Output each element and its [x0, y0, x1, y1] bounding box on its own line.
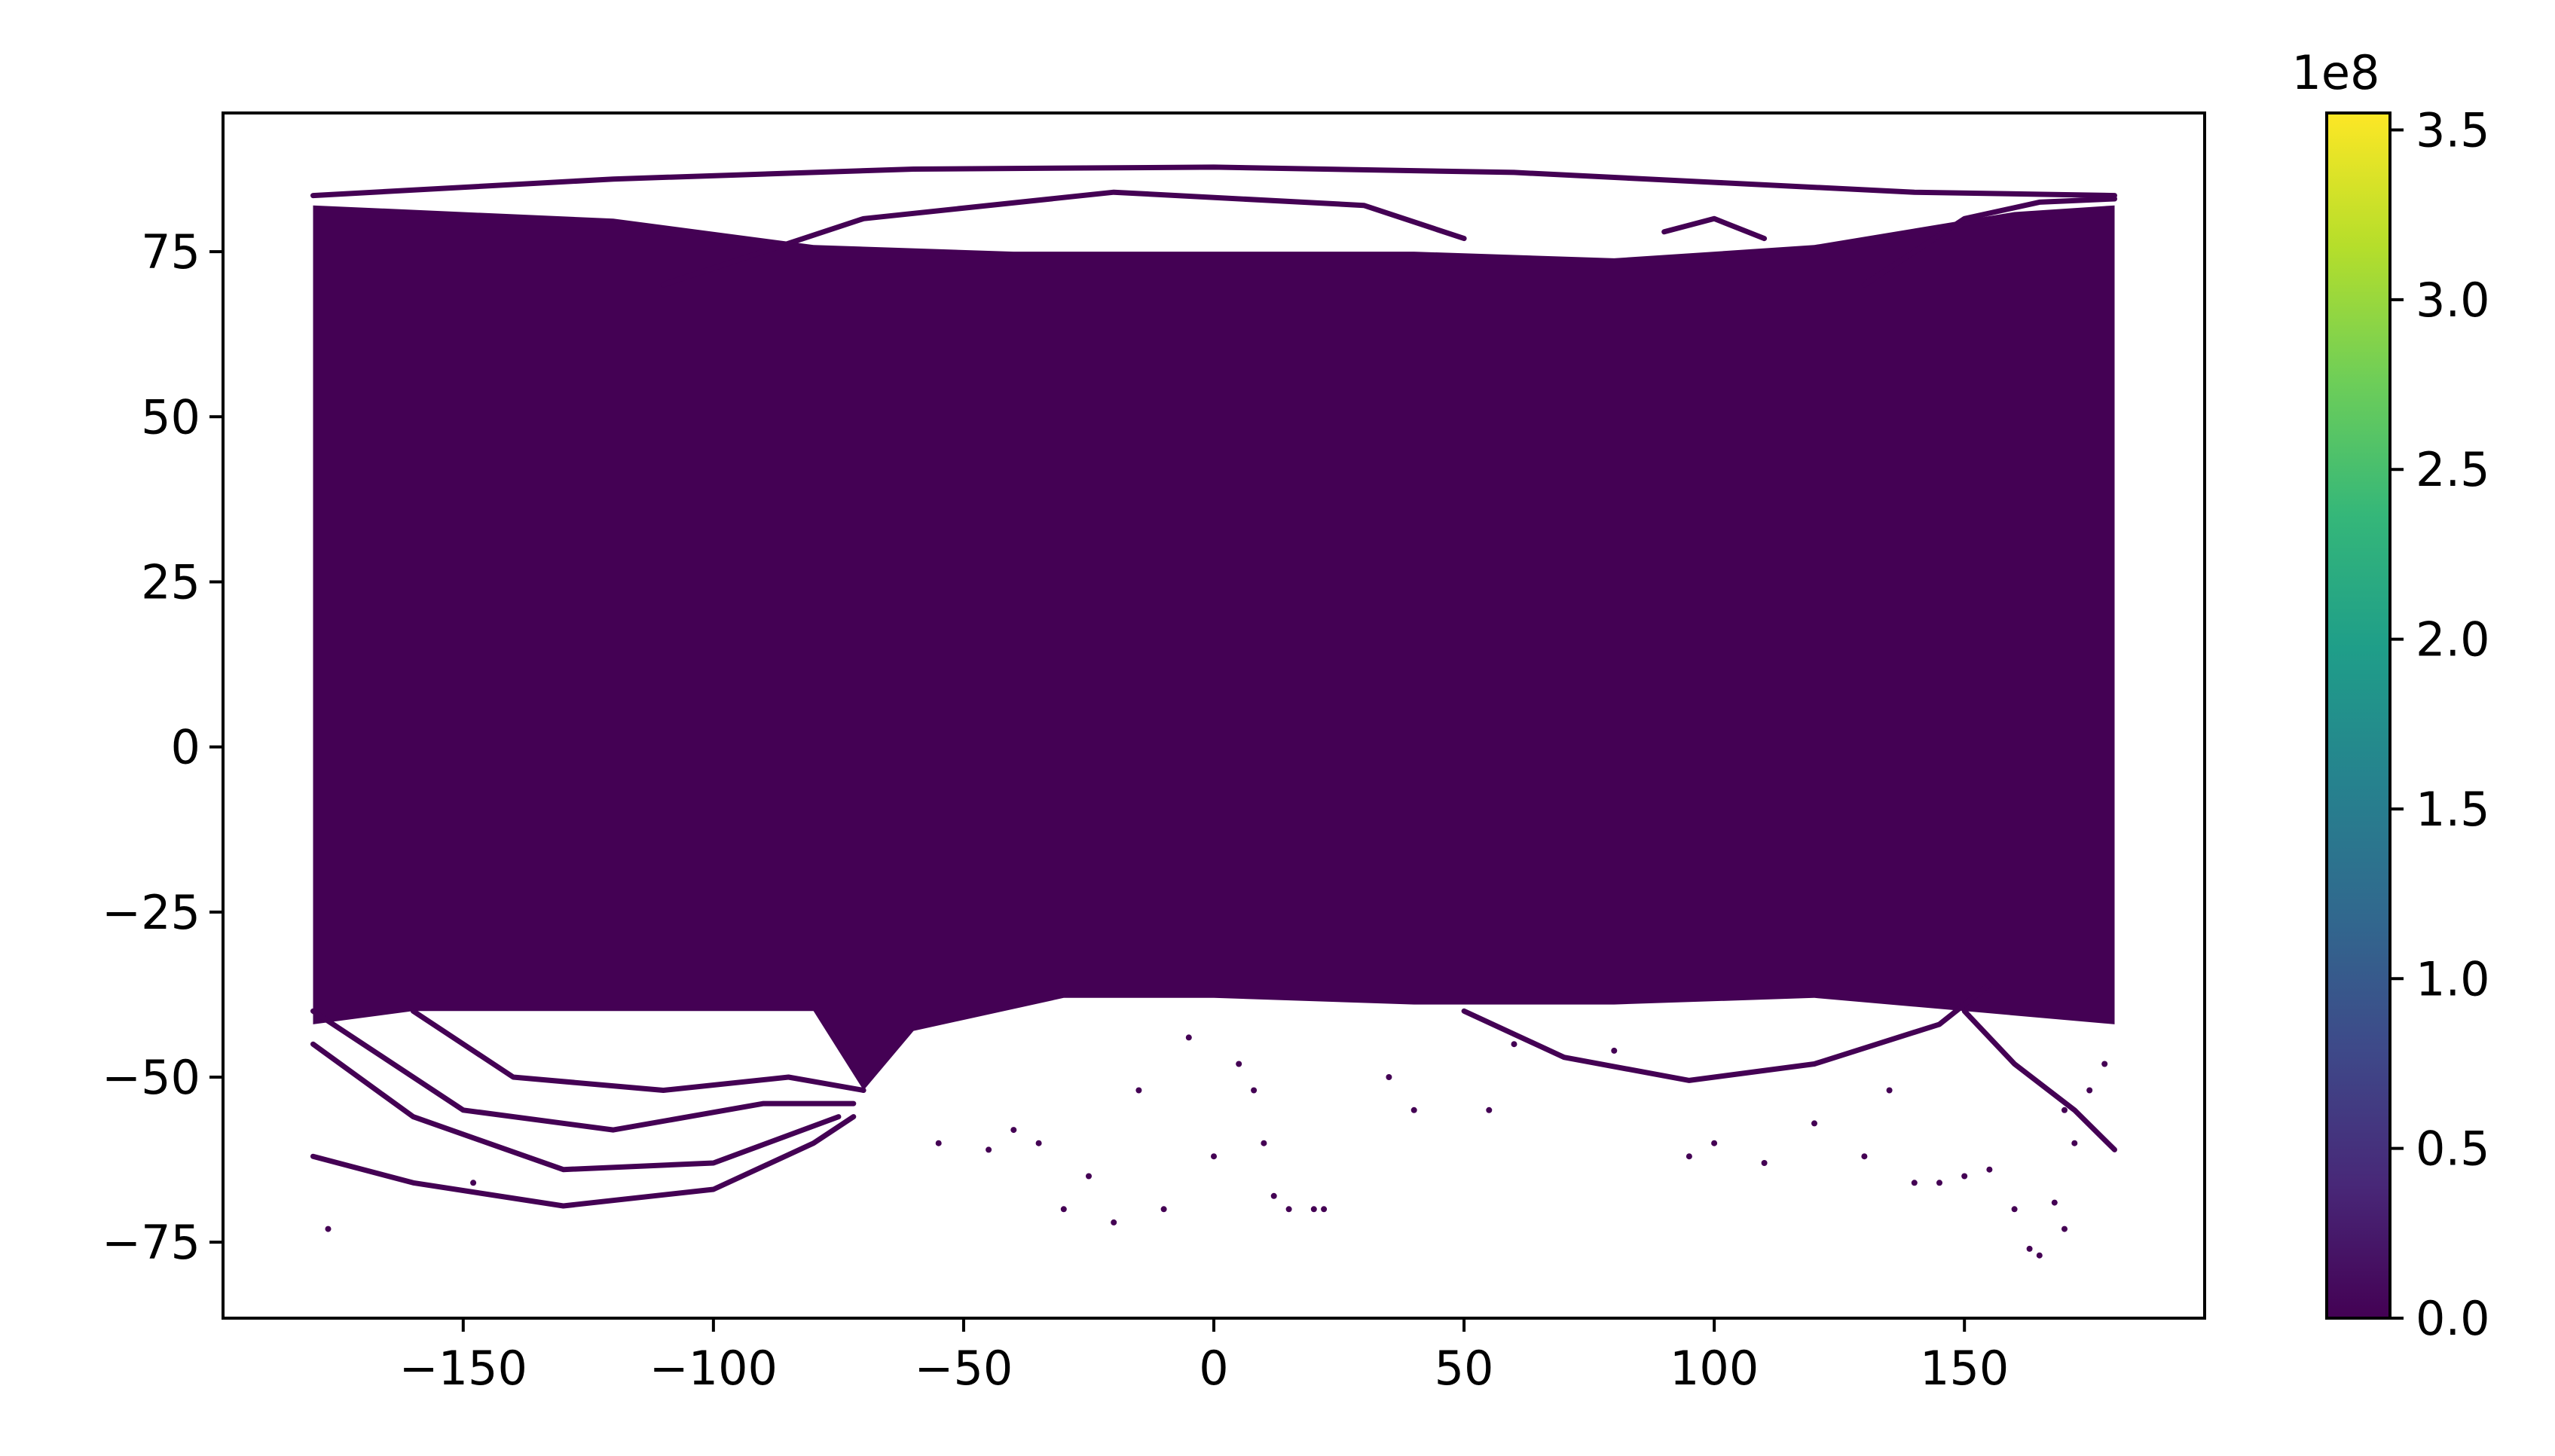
scatter-point	[470, 1180, 477, 1186]
scatter-point	[1410, 1106, 1417, 1113]
scatter-point	[1236, 1061, 1242, 1067]
scatter-point	[1111, 1219, 1117, 1226]
scatter-point	[1986, 1166, 1993, 1173]
scatter-point	[2071, 1140, 2078, 1146]
scatter-point	[1160, 1206, 1167, 1213]
colorbar-tick-label: 1.5	[2416, 782, 2490, 837]
colorbar-gradient	[2327, 113, 2390, 1318]
plot-area	[310, 164, 2117, 1259]
scatter-point	[1321, 1206, 1328, 1213]
y-tick-label: 25	[141, 554, 200, 609]
scatter-point	[1911, 1180, 1918, 1186]
track-line	[310, 1008, 857, 1133]
y-tick-label: 0	[171, 720, 200, 775]
scatter-point	[2036, 1252, 2043, 1259]
scatter-point	[1035, 1140, 1042, 1146]
colorbar-tick-label: 3.5	[2416, 103, 2490, 158]
track-line	[310, 1114, 857, 1209]
track-line	[1861, 196, 2117, 288]
scatter-point	[2061, 1106, 2068, 1113]
x-tick-label: −100	[649, 1341, 778, 1396]
track-line	[1461, 981, 1992, 1083]
scatter-point	[1086, 1173, 1092, 1180]
colorbar-tick-label: 0.0	[2416, 1291, 2490, 1346]
x-tick-label: −150	[399, 1341, 527, 1396]
scatter-point	[935, 1140, 942, 1146]
dense-point-cloud	[313, 205, 2115, 1091]
scatter-point	[1185, 1034, 1192, 1041]
scatter-point	[1936, 1180, 1942, 1186]
scatter-point	[1211, 1153, 1217, 1160]
colorbar: 0.0 0.5 1.0 1.5 2.0 2.5 3.0 3.5 1e8	[2291, 45, 2489, 1346]
scatter-point	[2026, 1245, 2033, 1252]
track-line	[310, 1041, 842, 1173]
colorbar-tick-label: 3.0	[2416, 273, 2490, 328]
scatter-point	[1611, 1047, 1618, 1054]
x-tick-label: 0	[1199, 1341, 1228, 1396]
scatter-point	[2061, 1226, 2068, 1232]
track-line	[660, 189, 1467, 288]
x-tick-label: 150	[1920, 1341, 2009, 1396]
scatter-point	[1711, 1140, 1718, 1146]
scatter-point	[2011, 1206, 2018, 1213]
y-axis: −75 −50 −25 0 25 50 75	[102, 224, 223, 1270]
scatter-point	[1761, 1160, 1768, 1166]
colorbar-tick-label: 2.0	[2416, 612, 2490, 667]
y-tick-label: −50	[102, 1050, 200, 1105]
scatter-point	[1270, 1192, 1277, 1199]
x-tick-label: 100	[1670, 1341, 1759, 1396]
y-tick-label: −25	[102, 885, 200, 940]
y-tick-label: 75	[141, 224, 200, 279]
scatter-point	[1386, 1074, 1392, 1080]
y-tick-label: −75	[102, 1215, 200, 1270]
colorbar-tick-label: 2.5	[2416, 442, 2490, 497]
colorbar-tick-label: 0.5	[2416, 1122, 2490, 1177]
colorbar-frame	[2325, 111, 2391, 1320]
scatter-point	[1310, 1206, 1317, 1213]
scatter-point	[1486, 1106, 1493, 1113]
colorbar-axis: 0.0 0.5 1.0 1.5 2.0 2.5 3.0 3.5	[2390, 103, 2490, 1346]
y-tick-label: 50	[141, 389, 200, 444]
scatter-point	[1135, 1087, 1142, 1094]
x-tick-label: −50	[915, 1341, 1013, 1396]
colorbar-offset-label: 1e8	[2291, 45, 2379, 100]
track-line	[410, 1008, 866, 1093]
scatter-point	[325, 1226, 332, 1232]
scatter-point	[1251, 1087, 1258, 1094]
track-line	[1961, 1008, 2117, 1152]
scatter-point	[2051, 1199, 2058, 1206]
scatter-point	[2101, 1061, 2108, 1067]
scatter-point	[1010, 1127, 1017, 1134]
scatter-point	[1886, 1087, 1893, 1094]
scatter-point	[1285, 1206, 1292, 1213]
scatter-point	[2086, 1087, 2093, 1094]
track-line	[1661, 215, 1768, 242]
x-axis: −150 −100 −50 0 50 100 150	[399, 1318, 2009, 1396]
scatter-point	[1811, 1120, 1817, 1127]
scatter-point	[1961, 1173, 1968, 1180]
scatter-point	[986, 1146, 992, 1153]
x-tick-label: 50	[1435, 1341, 1494, 1396]
scatter-point	[1686, 1153, 1692, 1160]
scatter-point	[1060, 1206, 1067, 1213]
scatter-point	[1261, 1140, 1267, 1146]
track-line	[310, 164, 2117, 199]
scatter-point	[1511, 1041, 1517, 1048]
scatter-point	[1861, 1153, 1868, 1160]
colorbar-tick-label: 1.0	[2416, 951, 2490, 1006]
